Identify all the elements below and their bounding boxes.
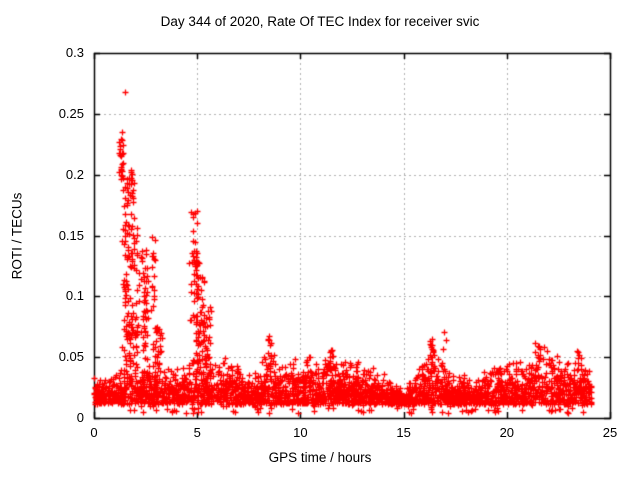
y-tick-label: 0.25 [58,105,84,121]
y-tick-label: 0.05 [58,349,84,365]
y-tick-label: 0 [76,410,84,425]
x-tick-label: 5 [193,425,201,440]
y-tick-label: 0.2 [65,166,84,182]
x-tick-label: 15 [396,425,411,440]
x-tick-label: 0 [90,425,98,440]
y-tick-label: 0.3 [65,45,84,60]
x-axis-label: GPS time / hours [268,450,372,465]
y-tick-label: 0.1 [65,288,84,304]
x-tick-label: 10 [293,425,308,440]
x-tick-label: 25 [602,425,618,440]
chart-title: Day 344 of 2020, Rate Of TEC Index for r… [160,14,480,29]
x-tick-label: 20 [499,425,515,440]
y-tick-label: 0.15 [58,227,84,243]
